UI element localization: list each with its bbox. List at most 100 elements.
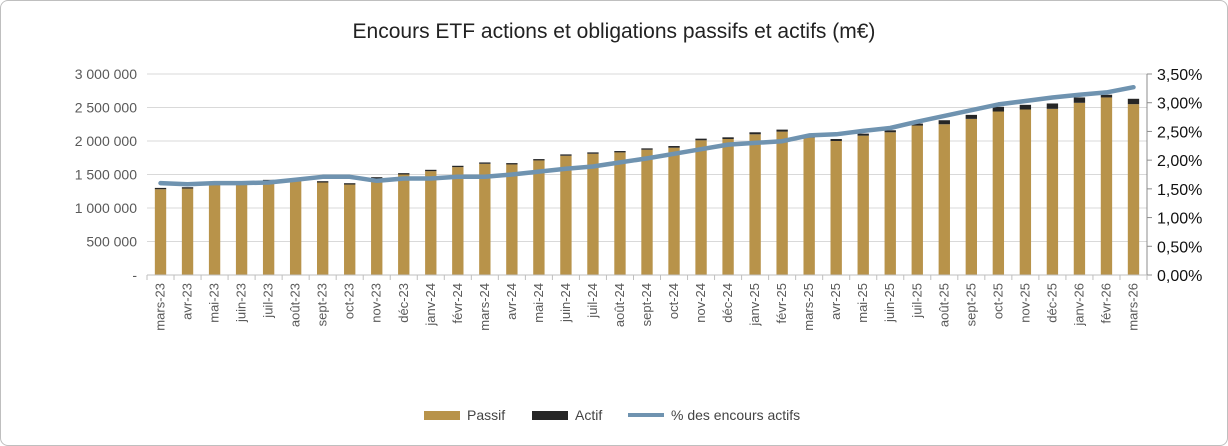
- x-tick-label: févr-25: [774, 283, 789, 323]
- x-tick-label: nov-24: [693, 283, 708, 323]
- bar-passif: [344, 184, 356, 275]
- x-tick-label: mai-23: [207, 283, 222, 323]
- bar-actif: [425, 169, 437, 172]
- bar-actif: [317, 181, 329, 183]
- bar-actif: [479, 162, 491, 164]
- bar-actif: [506, 163, 518, 165]
- bar-passif: [452, 167, 464, 275]
- bar-passif: [181, 188, 194, 275]
- bar-actif: [1046, 103, 1059, 109]
- bar-actif: [1073, 97, 1086, 103]
- x-tick-label: mars-24: [477, 283, 492, 331]
- y-tick-label: 1 000 000: [75, 200, 137, 216]
- x-tick-label: déc-24: [720, 283, 735, 323]
- x-tick-label: août-23: [288, 283, 303, 327]
- bar-actif: [830, 138, 842, 141]
- y-tick-label: 1 500 000: [75, 167, 137, 183]
- legend: Passif Actif % des encours actifs: [424, 407, 800, 423]
- bar-passif: [1127, 104, 1140, 276]
- y-tick-label: -: [132, 267, 137, 283]
- bar-passif: [317, 182, 329, 275]
- x-tick-label: mai-25: [855, 283, 870, 323]
- bar-actif: [965, 114, 977, 119]
- bar-passif: [884, 132, 896, 275]
- bar-actif: [154, 187, 167, 190]
- y2-tick-label: 3,50%: [1157, 67, 1202, 84]
- x-tick-label: juil-23: [261, 283, 276, 319]
- x-tick-label: avr-25: [828, 283, 843, 320]
- x-tick-label: oct-24: [666, 283, 681, 319]
- y2-tick-label: 0,00%: [1157, 268, 1202, 285]
- x-tick-label: mai-24: [531, 283, 546, 323]
- bar-passif: [830, 141, 842, 275]
- bar-actif: [992, 106, 1005, 112]
- x-tick-label: mars-23: [153, 283, 168, 331]
- bar-actif: [1100, 94, 1113, 98]
- x-tick-label: juil-24: [585, 283, 600, 319]
- x-tick-label: août-25: [936, 283, 951, 327]
- bar-passif: [641, 149, 653, 275]
- bar-actif: [398, 173, 410, 175]
- bar-actif: [668, 146, 680, 148]
- bar-passif: [749, 134, 761, 275]
- bar-actif: [911, 123, 923, 126]
- y2-tick-label: 1,50%: [1157, 182, 1202, 199]
- bar-passif: [992, 111, 1005, 276]
- bar-passif: [398, 174, 410, 275]
- bar-actif: [695, 138, 707, 141]
- x-tick-label: juin-24: [558, 283, 573, 323]
- x-tick-label: déc-25: [1044, 283, 1059, 323]
- y-tick-label: 2 500 000: [75, 100, 137, 116]
- bar-passif: [938, 124, 950, 275]
- bar-passif: [722, 138, 734, 275]
- legend-label-line: % des encours actifs: [671, 407, 800, 423]
- bar-passif: [614, 152, 626, 275]
- y2-tick-label: 0,50%: [1157, 239, 1202, 256]
- legend-label-actif: Actif: [575, 407, 602, 423]
- x-tick-label: mars-26: [1125, 283, 1140, 331]
- x-tick-label: janv-24: [423, 283, 438, 327]
- bar-passif: [506, 164, 518, 275]
- bar-actif: [560, 154, 572, 156]
- bar-passif: [425, 171, 437, 275]
- bar-passif: [857, 135, 869, 275]
- legend-swatch-actif: [532, 411, 568, 420]
- bar-actif: [1127, 98, 1140, 105]
- x-tick-label: sept-23: [315, 283, 330, 326]
- bar-actif: [587, 152, 599, 154]
- x-tick-label: févr-26: [1098, 283, 1113, 323]
- bar-actif: [614, 151, 626, 153]
- x-tick-label: janv-26: [1071, 283, 1086, 327]
- bar-actif: [938, 120, 950, 125]
- bar-actif: [722, 137, 734, 139]
- x-tick-label: juin-23: [234, 283, 249, 323]
- bar-passif: [1100, 97, 1113, 275]
- x-tick-label: juil-25: [909, 283, 924, 319]
- bar-actif: [371, 177, 383, 179]
- bar-passif: [965, 118, 977, 275]
- y-tick-label: 3 000 000: [75, 66, 137, 82]
- bar-passif: [560, 155, 572, 275]
- y2-tick-label: 1,00%: [1157, 211, 1202, 228]
- bar-passif: [235, 183, 248, 275]
- y2-tick-label: 3,00%: [1157, 96, 1202, 113]
- x-tick-label: avr-24: [504, 283, 519, 320]
- bar-passif: [587, 153, 599, 275]
- legend-label-passif: Passif: [467, 407, 505, 423]
- bar-passif: [668, 147, 680, 275]
- bar-actif: [857, 133, 869, 136]
- x-tick-label: févr-24: [450, 283, 465, 323]
- x-tick-label: août-24: [612, 283, 627, 327]
- bar-passif: [1046, 108, 1059, 275]
- legend-swatch-passif: [424, 411, 460, 420]
- y-tick-label: 500 000: [86, 234, 137, 250]
- x-tick-label: oct-25: [990, 283, 1005, 319]
- bar-passif: [479, 163, 491, 275]
- bar-series: [154, 94, 1140, 276]
- bar-passif: [776, 131, 788, 275]
- bar-actif: [776, 129, 788, 132]
- bar-passif: [1019, 109, 1032, 275]
- bar-actif: [533, 159, 545, 161]
- bar-passif: [262, 181, 275, 275]
